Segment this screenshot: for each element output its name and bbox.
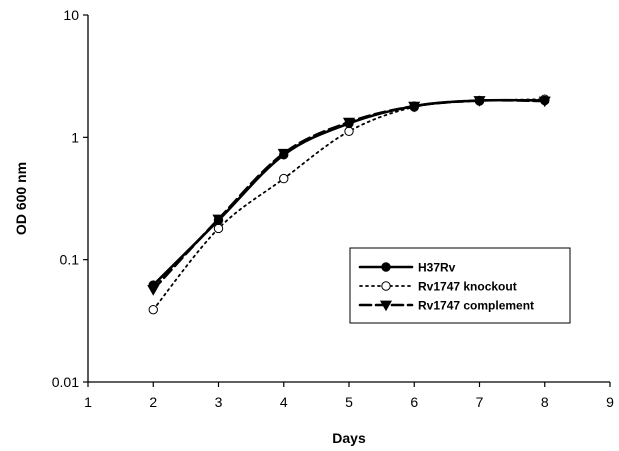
legend: H37Rv Rv1747 knockout Rv1747 complement: [349, 247, 571, 324]
x-tick-label: 2: [149, 394, 157, 410]
x-tick-label: 5: [345, 394, 353, 410]
x-tick-label: 7: [476, 394, 484, 410]
marker-filled-triangle-down: [212, 214, 225, 226]
marker-filled-triangle-down: [538, 96, 551, 108]
marker-filled-triangle-down: [147, 285, 160, 296]
x-tick-label: 1: [84, 394, 92, 410]
marker-filled-circle: [381, 262, 391, 272]
legend-entry: Rv1747 knockout: [359, 280, 517, 294]
x-tick-label: 9: [606, 394, 614, 410]
y-tick-label: 10: [63, 7, 79, 23]
y-tick-label: 0.01: [52, 374, 79, 390]
axes: 1 2 3 4 5 6 7 8 9 0.01 0.1 1 10: [52, 7, 614, 410]
y-tick-label: 0.1: [60, 252, 80, 268]
marker-open-circle: [279, 173, 289, 184]
x-tick-label: 3: [215, 394, 223, 410]
y-tick-label: 1: [71, 129, 79, 145]
series-rv1747-complement: [147, 96, 551, 296]
x-tick-label: 4: [280, 394, 288, 410]
y-axis-title: OD 600 nm: [13, 162, 29, 235]
marker-open-circle: [381, 281, 391, 291]
legend-label: H37Rv: [418, 261, 456, 275]
series-layer: [147, 94, 551, 315]
marker-filled-triangle-down: [379, 300, 393, 312]
marker-open-circle: [213, 223, 224, 234]
legend-entry: Rv1747 complement: [358, 299, 534, 313]
legend-label: Rv1747 knockout: [418, 280, 517, 294]
x-tick-label: 8: [541, 394, 549, 410]
legend-entry: H37Rv: [358, 261, 456, 275]
x-axis-title: Days: [332, 430, 366, 446]
marker-filled-triangle-down: [277, 148, 290, 160]
marker-open-circle: [148, 304, 158, 315]
marker-filled-triangle-down: [342, 117, 356, 129]
marker-filled-triangle-down: [473, 96, 486, 107]
marker-filled-triangle-down: [408, 101, 421, 113]
legend-label: Rv1747 complement: [418, 299, 534, 313]
x-tick-label: 6: [410, 394, 418, 410]
